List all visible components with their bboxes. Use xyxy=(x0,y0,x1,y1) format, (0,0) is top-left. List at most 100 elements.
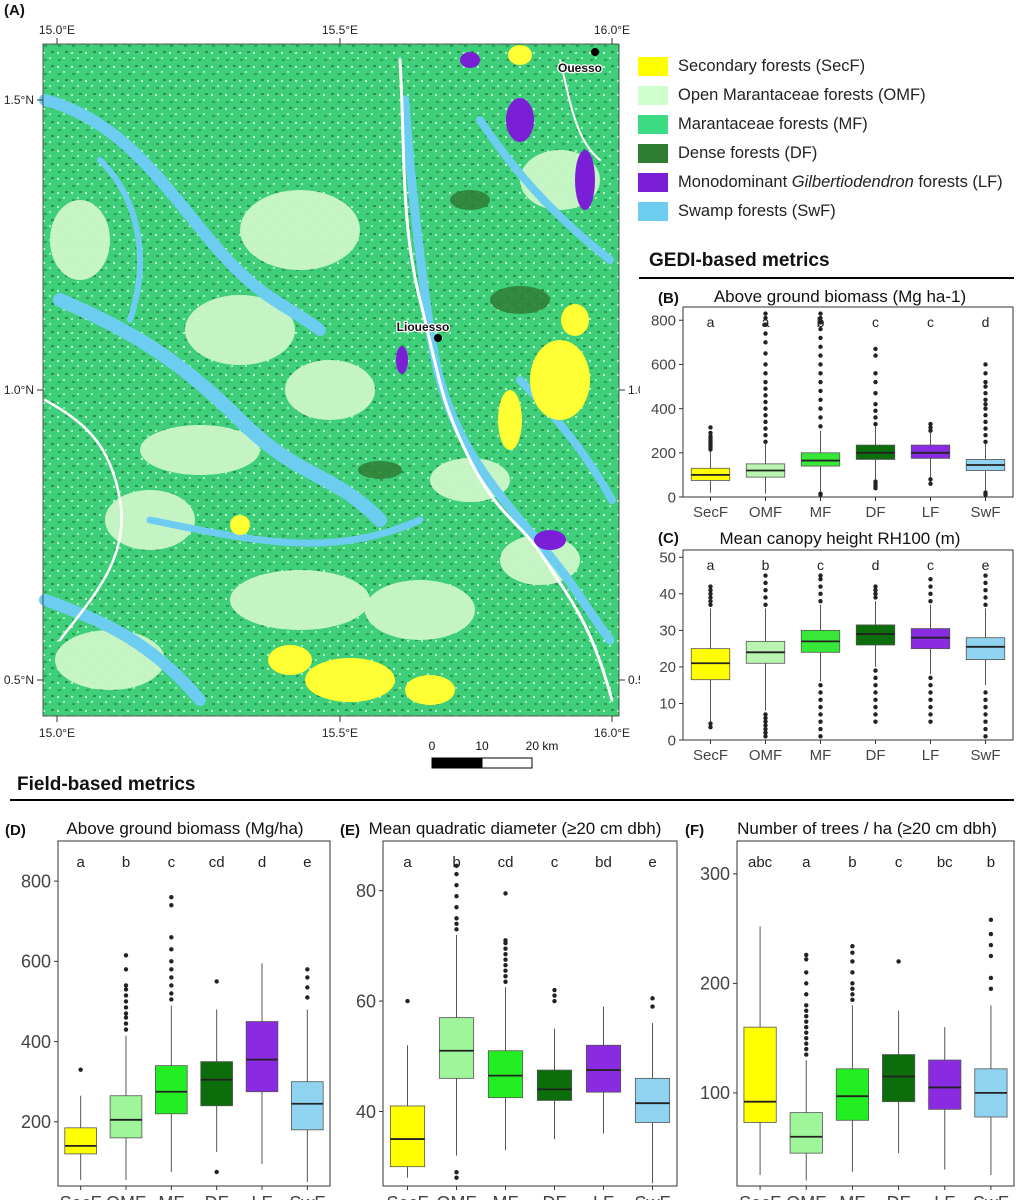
outlier-point xyxy=(850,970,855,975)
box-SwF xyxy=(974,917,1008,1176)
outlier-point xyxy=(928,577,933,582)
outlier-point xyxy=(454,1175,459,1180)
outlier-point xyxy=(804,1014,809,1019)
panel-label: (D) xyxy=(5,822,26,839)
outlier-point xyxy=(763,580,768,586)
outlier-point xyxy=(123,1021,129,1026)
lat-label-right: 0.5°N xyxy=(628,673,640,687)
y-tick-label: 400 xyxy=(651,401,676,418)
outlier-point xyxy=(169,947,174,952)
outlier-point xyxy=(983,587,988,593)
field-section-title: Field-based metrics xyxy=(17,774,196,795)
outlier-point xyxy=(873,353,878,358)
outlier-point xyxy=(983,595,988,600)
outlier-point xyxy=(763,386,768,391)
outlier-point xyxy=(305,967,310,972)
outlier-point xyxy=(804,1019,809,1024)
outlier-point xyxy=(818,344,823,349)
box-SecF xyxy=(743,926,777,1176)
outlier-point xyxy=(804,992,809,997)
panel-label: (F) xyxy=(685,822,704,839)
significance-letter: c xyxy=(551,854,559,871)
outlier-point xyxy=(818,326,823,332)
significance-letter: b xyxy=(122,854,130,871)
outlier-point xyxy=(983,390,988,396)
outlier-point xyxy=(123,1005,129,1010)
y-tick-label: 400 xyxy=(21,1032,51,1052)
x-tick-label: SecF xyxy=(739,1193,781,1200)
outlier-point xyxy=(763,573,768,578)
outlier-point xyxy=(873,408,878,414)
box-iqr xyxy=(835,1068,869,1121)
gedi-section-rule xyxy=(639,277,1014,279)
box-iqr xyxy=(438,1017,475,1079)
significance-letter: d xyxy=(258,854,266,871)
outlier-point xyxy=(983,362,988,367)
x-tick-label: DF xyxy=(543,1193,567,1200)
box-SecF xyxy=(690,584,731,730)
x-tick-label: DF xyxy=(205,1193,229,1200)
outlier-point xyxy=(983,413,988,418)
y-tick-label: 10 xyxy=(659,696,676,713)
outlier-point xyxy=(818,320,823,325)
secf-patches xyxy=(230,45,590,705)
outlier-point xyxy=(928,477,933,482)
box-SwF xyxy=(291,967,324,1182)
outlier-point xyxy=(305,985,310,990)
outlier-point xyxy=(78,1067,83,1072)
box-OMF xyxy=(109,953,143,1180)
box-iqr xyxy=(743,1026,777,1123)
outlier-point xyxy=(763,595,768,600)
outlier-point xyxy=(983,712,988,717)
outlier-point xyxy=(818,311,823,316)
outlier-point xyxy=(818,591,823,597)
box-MF xyxy=(155,894,188,1172)
x-tick-label: LF xyxy=(922,504,940,521)
lon-label-top: 16.0°E xyxy=(594,23,630,37)
omf-patches xyxy=(50,150,600,690)
outlier-point xyxy=(928,682,933,688)
box-LF xyxy=(585,1006,622,1134)
outlier-point xyxy=(983,734,988,739)
box-SwF xyxy=(965,362,1006,497)
box-iqr xyxy=(928,1059,962,1110)
outlier-point xyxy=(983,402,988,407)
outlier-point xyxy=(405,998,410,1004)
x-tick-label: OMF xyxy=(749,504,782,521)
outlier-point xyxy=(454,905,459,910)
box-MF xyxy=(800,573,841,739)
y-tick-label: 0 xyxy=(668,489,676,506)
box-OMF xyxy=(745,573,786,739)
outlier-point xyxy=(763,726,768,732)
chart-field-quadratic-diameter: (E) Mean quadratic diameter (≥20 cm dbh) 4… xyxy=(340,819,678,1200)
map-frame xyxy=(42,43,620,717)
outlier-point xyxy=(818,315,823,321)
outlier-point xyxy=(123,987,129,992)
x-tick-label: OMF xyxy=(437,1193,477,1200)
outlier-point xyxy=(818,712,823,717)
outlier-point xyxy=(988,986,994,992)
outlier-point xyxy=(123,967,129,972)
outlier-point xyxy=(763,413,768,418)
outlier-point xyxy=(928,591,933,597)
outlier-point xyxy=(708,725,713,730)
outlier-point xyxy=(763,734,768,739)
outlier-point xyxy=(169,959,174,964)
outlier-point xyxy=(988,931,994,937)
outlier-point xyxy=(804,1046,809,1052)
lon-label-bottom: 15.5°E xyxy=(322,726,358,740)
outlier-point xyxy=(708,584,713,589)
significance-letter: e xyxy=(982,557,990,573)
outlier-point xyxy=(983,406,988,411)
significance-letter: a xyxy=(802,854,811,871)
x-tick-label: SwF xyxy=(971,504,1001,521)
outlier-point xyxy=(983,719,988,724)
box-DF xyxy=(855,584,896,724)
outlier-point xyxy=(983,397,988,402)
box-DF xyxy=(200,979,233,1175)
significance-letter: a xyxy=(76,854,85,871)
outlier-point xyxy=(818,598,823,604)
y-tick-label: 80 xyxy=(356,881,376,901)
x-tick-label: OMF xyxy=(786,1193,826,1200)
map-ticks xyxy=(37,38,625,722)
